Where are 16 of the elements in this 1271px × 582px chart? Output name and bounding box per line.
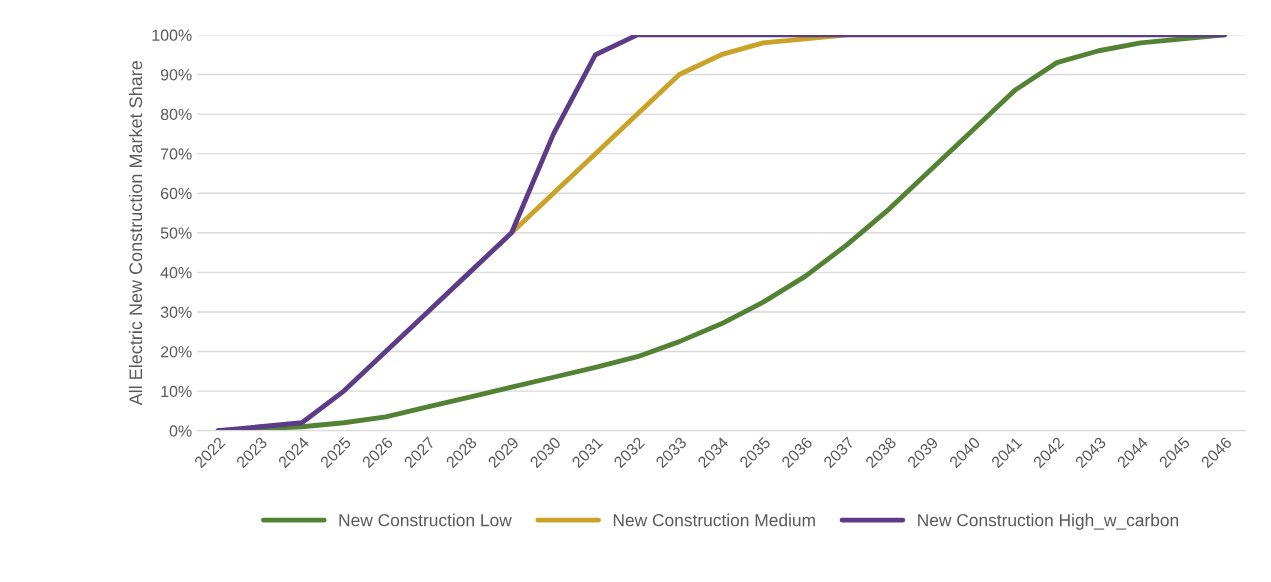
y-tick-label: 50%	[160, 227, 192, 239]
y-tick-label: 100%	[152, 29, 192, 41]
y-tick-label: 70%	[161, 148, 192, 160]
y-tick-label: 90%	[160, 69, 192, 81]
legend-label: New Construction Low	[339, 513, 512, 527]
y-tick-label: 40%	[160, 267, 192, 279]
legend-label: New Construction High_w_carbon	[918, 513, 1179, 530]
y-tick-label: 60%	[160, 187, 192, 200]
y-tick-label: 0%	[169, 425, 192, 437]
y-tick-label: 80%	[160, 108, 192, 121]
y-tick-label: 30%	[160, 306, 192, 318]
legend-label: New Construction Medium	[613, 513, 815, 527]
y-axis-title: All Electric New Construction Market Share	[128, 61, 143, 406]
line-series	[215, 34, 1228, 431]
y-tick-label: 20%	[160, 346, 192, 358]
y-tick-label: 10%	[161, 385, 192, 398]
